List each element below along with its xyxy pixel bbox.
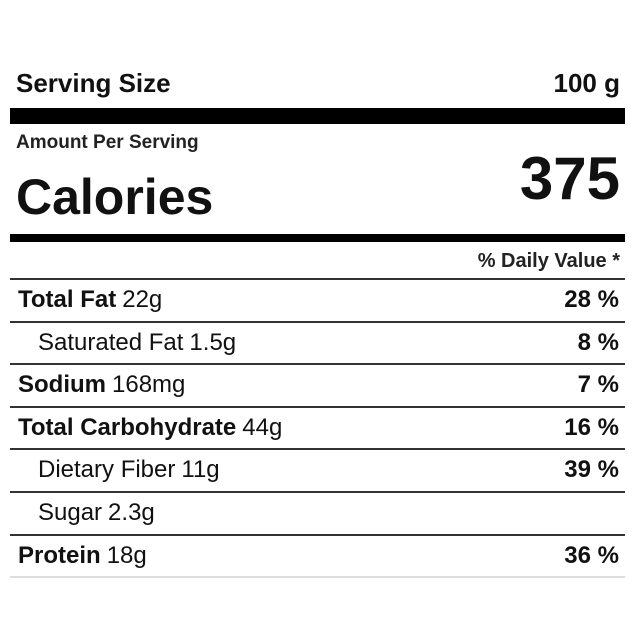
nutrient-amount: 11g bbox=[181, 456, 220, 484]
daily-value: 36 % bbox=[564, 541, 619, 569]
daily-value: 16 % bbox=[564, 413, 619, 441]
daily-value: 8 % bbox=[577, 328, 619, 356]
calories-value: 375 bbox=[519, 145, 620, 212]
nutrient-row: Total Carbohydrate 44g 16 % bbox=[10, 405, 625, 448]
nutrient-amount: 2.3g bbox=[108, 499, 155, 526]
calories-label: Calories bbox=[16, 169, 214, 225]
bottom-line bbox=[10, 576, 625, 578]
nutrient-name: Saturated Fat bbox=[38, 328, 184, 356]
daily-value: 7 % bbox=[577, 371, 619, 399]
nutrient-name: Total Fat bbox=[18, 286, 117, 313]
nutrient-name: Protein bbox=[18, 541, 101, 569]
nutrient: Sugar 2.3g bbox=[38, 499, 155, 527]
serving-size-label: Serving Size bbox=[16, 68, 171, 98]
nutrient: Total Fat 22g bbox=[18, 286, 162, 314]
nutrient-amount: 22g bbox=[122, 286, 163, 313]
nutrient-name: Sodium bbox=[18, 371, 106, 399]
nutrient-amount: 168mg bbox=[112, 371, 186, 399]
daily-value-header: % Daily Value * bbox=[477, 250, 620, 272]
nutrient-row: Total Fat 22g 28 % bbox=[10, 278, 625, 320]
daily-value: 39 % bbox=[564, 456, 619, 484]
nutrient-row: Dietary Fiber 11g 39 % bbox=[10, 448, 625, 490]
nutrient: Total Carbohydrate 44g bbox=[18, 414, 282, 442]
nutrient: Dietary Fiber 11g bbox=[38, 456, 220, 484]
nutrient: Sodium 168mg bbox=[18, 371, 185, 399]
nutrient-amount: 1.5g bbox=[189, 328, 237, 356]
thick-divider bbox=[10, 108, 625, 124]
nutrient-row: Protein 18g 36 % bbox=[10, 533, 625, 576]
nutrient-name: Dietary Fiber bbox=[38, 456, 176, 484]
nutrient: Protein 18g bbox=[18, 542, 147, 570]
nutrient-name: Sugar bbox=[38, 499, 103, 526]
nutrient-amount: 44g bbox=[242, 413, 283, 441]
nutrient-row: Sugar 2.3g bbox=[10, 491, 625, 533]
amount-per-serving: Amount Per Serving bbox=[16, 132, 199, 153]
daily-value: 28 % bbox=[564, 286, 619, 313]
medium-divider bbox=[10, 234, 625, 242]
nutrient-row: Saturated Fat 1.5g 8 % bbox=[10, 320, 625, 363]
nutrient-amount: 18g bbox=[106, 541, 147, 569]
nutrient-name: Total Carbohydrate bbox=[18, 413, 237, 441]
serving-size: 100 g bbox=[553, 68, 621, 98]
nutrient-row: Sodium 168mg 7 % bbox=[10, 363, 625, 405]
nutrient: Saturated Fat 1.5g bbox=[38, 329, 236, 357]
